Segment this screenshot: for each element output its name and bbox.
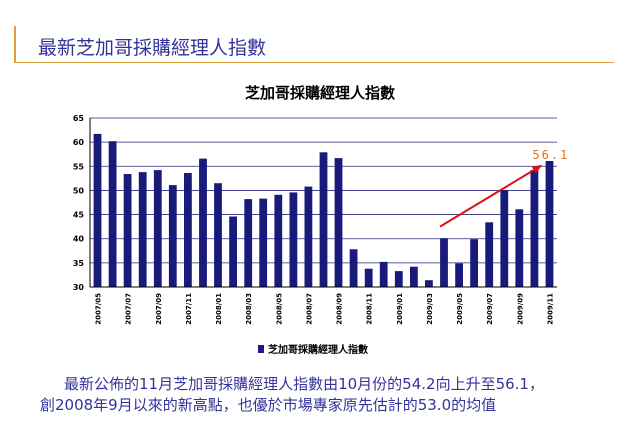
bar [274,194,283,287]
bar [108,141,117,287]
bar [440,238,448,287]
x-tick-label: 2009/07 [486,293,494,325]
bar [153,170,162,287]
x-tick-label: 2007/05 [95,293,103,325]
x-tick-label: 2009/11 [547,293,555,325]
trend-arrow [439,168,537,228]
bar [394,271,403,287]
x-tick-label: 2009/09 [516,293,524,325]
y-tick-label: 65 [73,114,85,123]
legend-swatch [258,345,264,353]
bar [364,268,373,287]
x-tick-label: 2007/11 [185,293,193,325]
bar [123,174,132,287]
y-tick-label: 35 [73,259,85,268]
slide-title: 最新芝加哥採購經理人指數 [38,37,267,59]
bar [425,280,433,287]
bar [485,222,494,287]
chart-title: 芝加哥採購經理人指數 [245,84,395,102]
x-tick-label: 2009/05 [456,293,464,325]
x-tick-label: 2008/07 [305,293,313,325]
bar [455,263,463,287]
bar [168,185,177,287]
x-tick-label: 2007/07 [125,293,133,325]
y-tick-label: 50 [73,186,85,195]
bar [334,158,343,287]
bar [214,183,222,287]
bar [410,266,418,287]
caption: 最新公佈的11月芝加哥採購經理人指數由10月份的54.2向上升至56.1， 創2… [40,374,620,416]
x-tick-label: 2008/05 [275,293,283,325]
x-tick-label: 2008/11 [366,293,374,325]
annotation-label: 56.1 [532,148,569,162]
bar [530,170,539,287]
x-tick-label: 2008/01 [215,293,223,325]
x-axis-ticks: 2007/05 2007/07 2007/09 2007/11 2008/01 2008/… [95,293,555,325]
bars [93,133,554,287]
y-tick-label: 40 [73,235,85,244]
bar [93,133,102,287]
bar [184,173,192,287]
bar [470,239,478,287]
bar [500,190,509,287]
legend-label: 芝加哥採購經理人指數 [268,343,368,356]
y-tick-label: 55 [73,162,85,171]
bar [229,216,237,287]
x-tick-label: 2008/03 [245,293,253,325]
x-tick-label: 2008/09 [336,293,344,325]
bar [199,158,207,287]
y-tick-label: 60 [73,138,85,147]
bar [138,172,147,287]
bar [515,209,524,287]
bar [319,152,328,287]
bar [244,199,253,287]
title-underline [14,62,614,63]
bar [289,192,298,287]
trend-arrow-head [531,164,543,174]
caption-line-2: 創2008年9月以來的新高點，也優於市場專家原先估計的53.0的均值 [40,396,497,414]
gridlines [90,117,557,264]
x-tick-label: 2007/09 [155,293,163,325]
caption-line-1: 最新公佈的11月芝加哥採購經理人指數由10月份的54.2向上升至56.1， [64,375,544,393]
bar [259,198,268,287]
y-axis-ticks: 30 35 40 45 50 55 60 65 [73,114,85,292]
bar [349,249,358,287]
title-accent-bar [14,26,16,62]
y-tick-label: 45 [73,211,85,220]
y-tick-label: 30 [73,283,85,292]
x-tick-label: 2009/03 [426,293,434,325]
bar [304,186,313,287]
bar [545,161,554,287]
trend-annotation: 56.1 [439,148,569,228]
x-tick-label: 2009/01 [396,293,404,325]
bar [379,261,388,287]
